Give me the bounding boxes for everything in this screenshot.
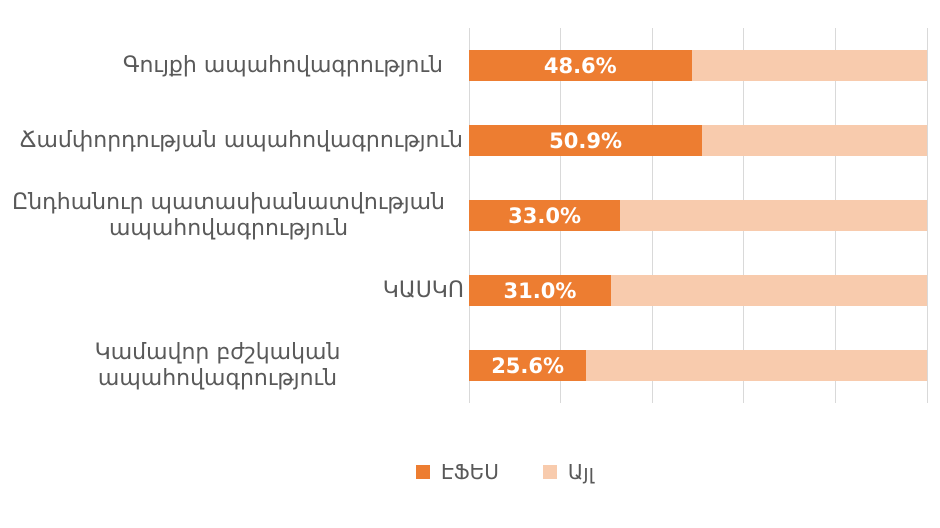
bar-segment-other bbox=[586, 350, 927, 381]
category-label: ԿԱՍԿՈ bbox=[382, 277, 464, 303]
category-label-cell: ԿԱՍԿՈ bbox=[0, 253, 464, 328]
legend-marker-icon bbox=[416, 465, 430, 479]
category-label: Ընդհանուր պատասխանատվության ապահովագրութ… bbox=[12, 189, 445, 241]
bar-rows: Գույքի ապահովագրություն 48.6% Ճամփորդությա… bbox=[0, 28, 940, 403]
category-label: Ճամփորդության ապահովագրություն bbox=[19, 127, 463, 153]
legend-label: Այլ bbox=[567, 460, 595, 484]
bar-segment-efes: 48.6% bbox=[469, 50, 692, 81]
chart-row: ԿԱՍԿՈ 31.0% bbox=[0, 253, 940, 328]
stacked-bar: 25.6% bbox=[469, 350, 927, 381]
category-label: Գույքի ապահովագրություն bbox=[122, 52, 443, 78]
chart-row: Ընդհանուր պատասխանատվության ապահովագրութ… bbox=[0, 178, 940, 253]
value-label: 33.0% bbox=[508, 203, 581, 228]
chart-row: Գույքի ապահովագրություն 48.6% bbox=[0, 28, 940, 103]
gridline bbox=[926, 28, 928, 403]
category-label-cell: Ընդհանուր պատասխանատվության ապահովագրութ… bbox=[0, 178, 464, 253]
bar-segment-efes: 31.0% bbox=[469, 275, 611, 306]
value-label: 50.9% bbox=[549, 128, 622, 153]
category-label: Կամավոր բժշկական ապահովագրություն bbox=[94, 339, 341, 391]
bar-segment-efes: 33.0% bbox=[469, 200, 621, 231]
stacked-bar: 50.9% bbox=[469, 125, 927, 156]
legend-item: Այլ bbox=[542, 460, 595, 484]
category-label-cell: Կամավոր բժշկական ապահովագրություն bbox=[0, 328, 464, 403]
bar-segment-other bbox=[691, 50, 927, 81]
bar-segment-efes: 50.9% bbox=[469, 125, 703, 156]
category-label-cell: Ճամփորդության ապահովագրություն bbox=[0, 103, 464, 178]
value-label: 31.0% bbox=[503, 278, 577, 303]
bar-segment-efes: 25.6% bbox=[469, 350, 587, 381]
bar-segment-other bbox=[610, 275, 927, 306]
legend-item: ԷՖԵՍ bbox=[416, 460, 499, 484]
category-label-cell: Գույքի ապահովագրություն bbox=[0, 28, 464, 103]
value-label: 48.6% bbox=[543, 53, 617, 78]
legend-label: ԷՖԵՍ bbox=[441, 460, 499, 484]
legend: ԷՖԵՍ Այլ bbox=[416, 460, 594, 484]
chart-row: Ճամփորդության ապահովագրություն 50.9% bbox=[0, 103, 940, 178]
bar-segment-other bbox=[702, 125, 927, 156]
stacked-bar: 48.6% bbox=[469, 50, 927, 81]
value-label: 25.6% bbox=[491, 353, 565, 378]
legend-marker-icon bbox=[542, 465, 557, 479]
bar-segment-other bbox=[620, 200, 927, 231]
stacked-bar: 31.0% bbox=[469, 275, 927, 306]
chart-row: Կամավոր բժշկական ապահովագրություն 25.6% bbox=[0, 328, 940, 403]
stacked-bar: 33.0% bbox=[469, 200, 927, 231]
